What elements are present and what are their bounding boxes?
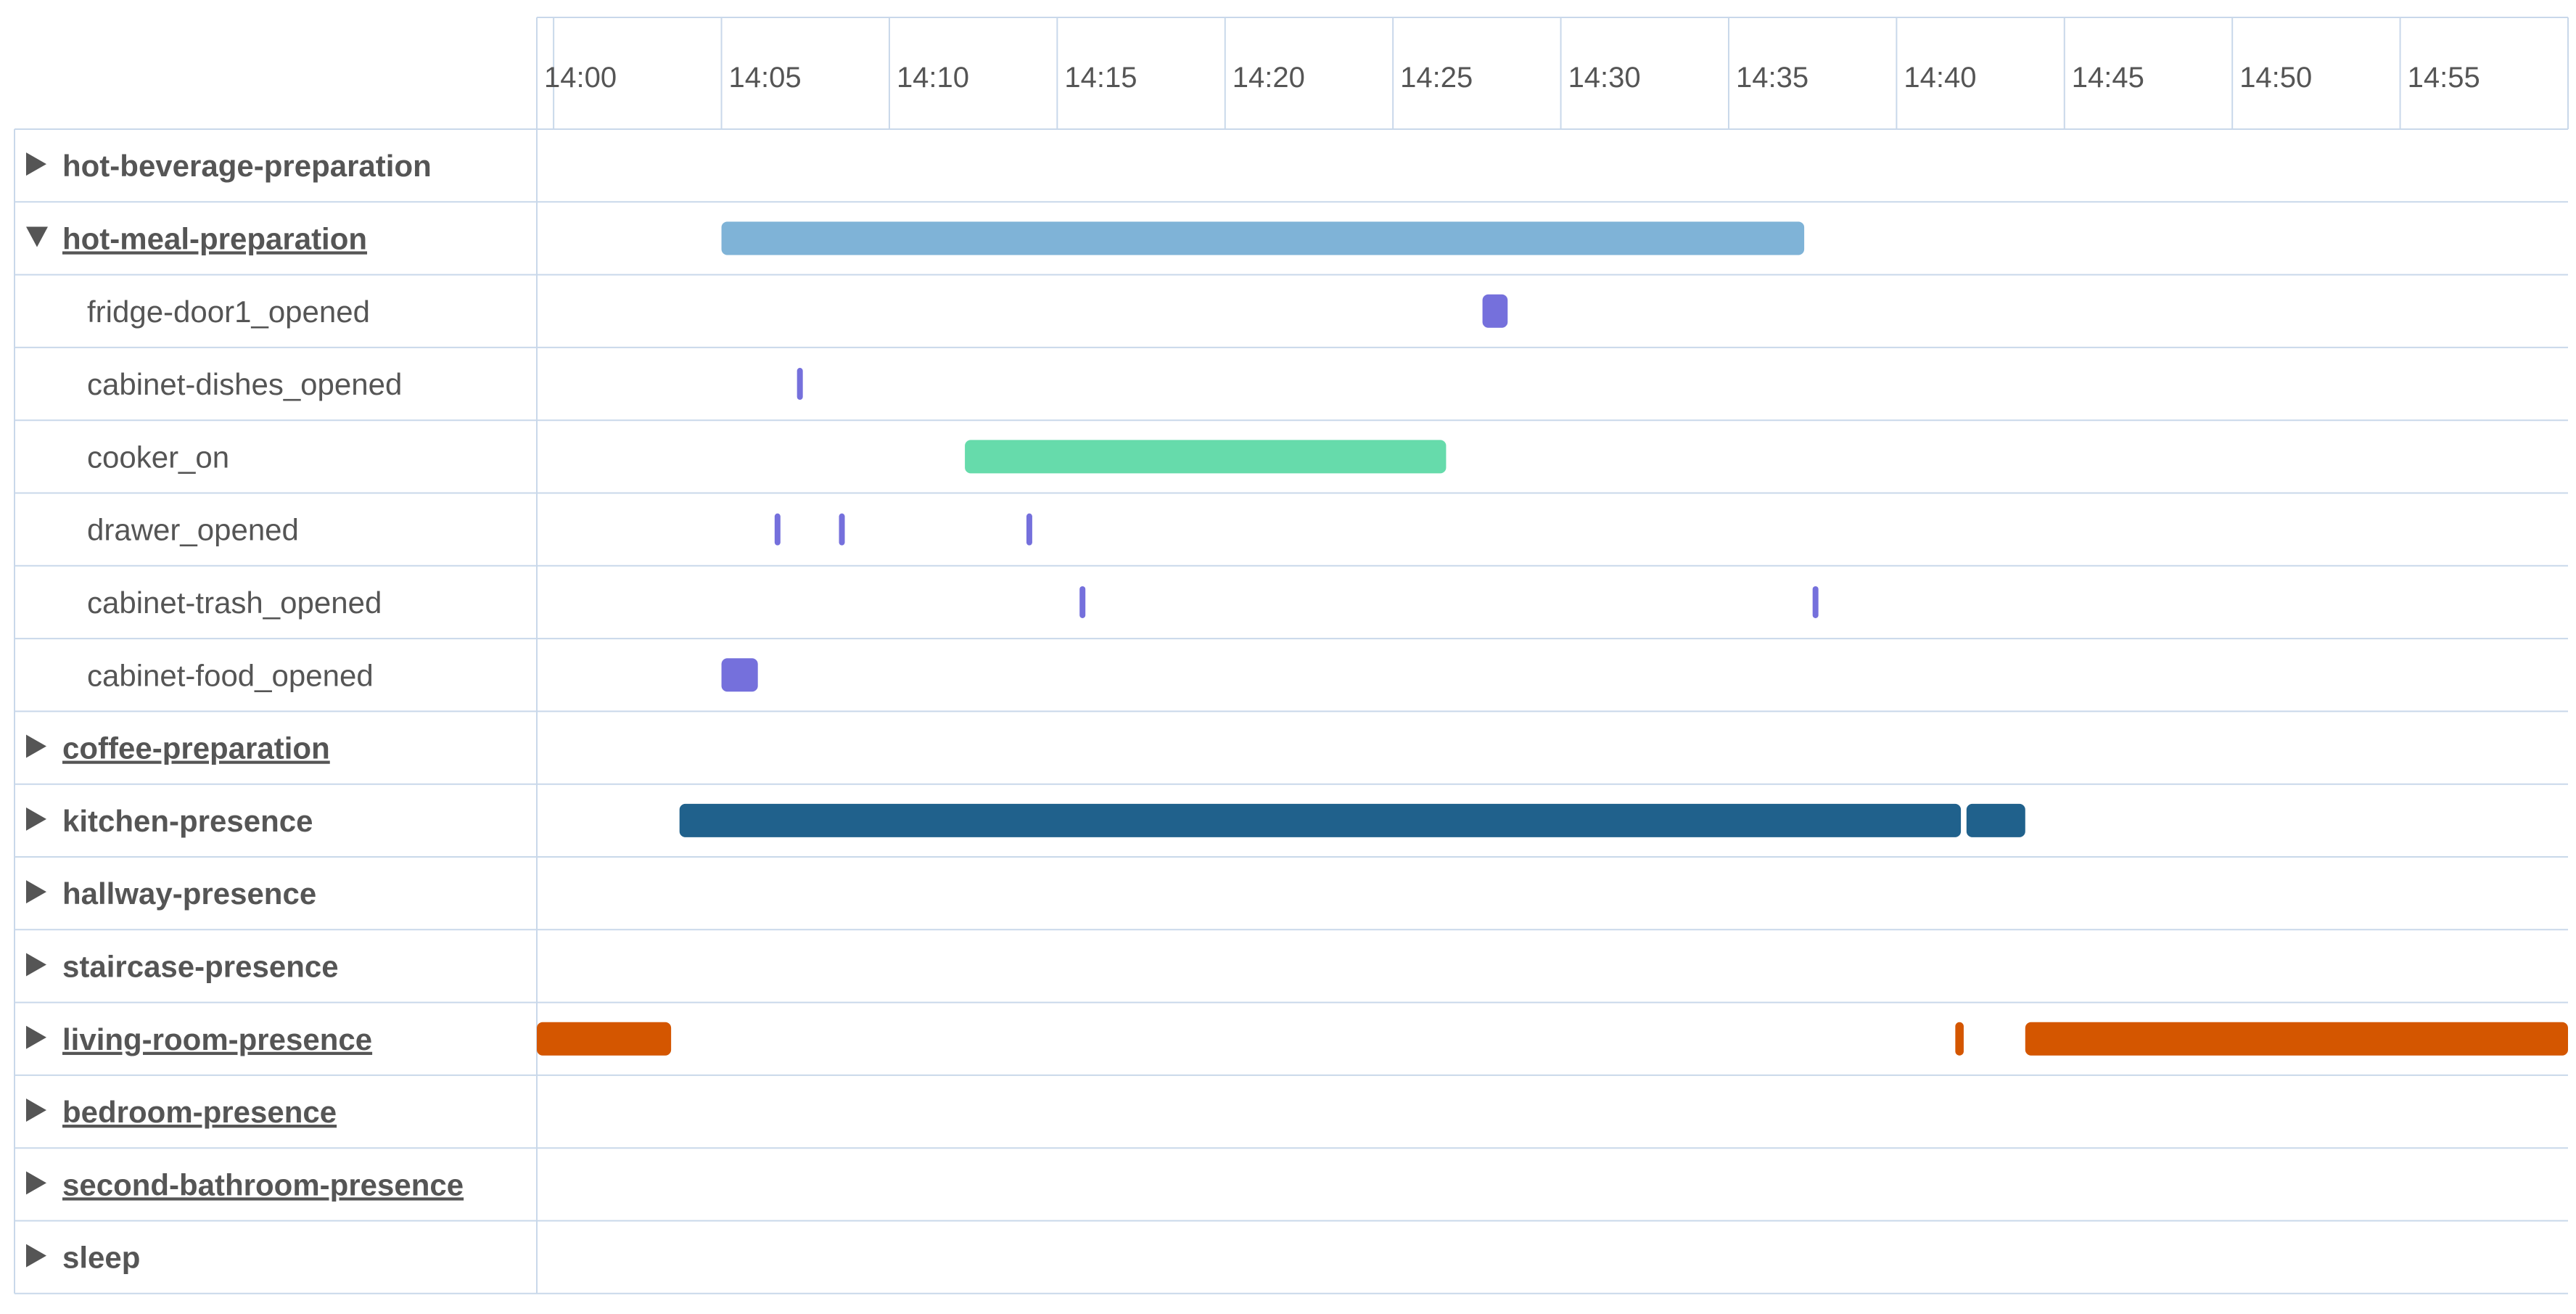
x-tick-label: 14:00 [544, 62, 617, 94]
triangle-right-icon[interactable] [26, 1025, 46, 1049]
row-toggle-coffee-preparation[interactable]: coffee-preparation [26, 731, 330, 765]
triangle-right-icon[interactable] [26, 1099, 46, 1122]
x-tick-label: 14:40 [1904, 62, 1976, 94]
timeline-bar-fridge-door1_opened[interactable] [1482, 294, 1508, 328]
timeline-bar-cooker_on[interactable] [965, 440, 1447, 474]
labels-layer: 14:00 14:05 14:10 14:15 14:20 14:25 14:30 14:35… [26, 62, 2480, 1275]
group-row-label[interactable]: sleep [62, 1241, 140, 1275]
timeline-bar-drawer_opened[interactable] [839, 513, 845, 546]
timeline-bar-kitchen-presence[interactable] [679, 803, 1962, 837]
x-tick-label: 14:35 [1736, 62, 1808, 94]
sub-row-label: cabinet-dishes_opened [87, 367, 402, 401]
timeline-bar-living-room-presence[interactable] [2025, 1022, 2568, 1056]
group-row-label[interactable]: second-bathroom-presence [62, 1167, 464, 1202]
timeline-bar-drawer_opened[interactable] [1026, 513, 1032, 546]
timeline-bar-cabinet-dishes_opened[interactable] [797, 368, 803, 401]
x-tick-label: 14:10 [897, 62, 969, 94]
group-row-label[interactable]: hot-meal-preparation [62, 221, 367, 255]
sub-row-label: cabinet-food_opened [87, 658, 374, 692]
timeline-bar-cabinet-food_opened[interactable] [721, 658, 758, 692]
group-row-label[interactable]: kitchen-presence [62, 804, 313, 838]
row-toggle-staircase-presence[interactable]: staircase-presence [26, 949, 339, 983]
x-tick-label: 14:55 [2408, 62, 2480, 94]
timeline-bar-living-room-presence[interactable] [1955, 1022, 1964, 1056]
x-tick-label: 14:20 [1233, 62, 1305, 94]
group-row-label[interactable]: hot-beverage-preparation [62, 149, 432, 183]
x-tick-label: 14:05 [729, 62, 802, 94]
sub-row-label: fridge-door1_opened [87, 295, 370, 329]
row-toggle-hot-beverage-preparation[interactable]: hot-beverage-preparation [26, 149, 432, 183]
row-toggle-living-room-presence[interactable]: living-room-presence [26, 1022, 372, 1056]
timeline-bar-living-room-presence[interactable] [537, 1022, 672, 1056]
triangle-right-icon[interactable] [26, 1244, 46, 1268]
sub-row-label: cooker_on [87, 440, 229, 474]
sub-row-label: drawer_opened [87, 513, 299, 547]
triangle-down-icon[interactable] [26, 226, 48, 247]
group-row-label[interactable]: staircase-presence [62, 949, 339, 983]
timeline-bar-hot-meal-preparation[interactable] [721, 221, 1805, 255]
x-tick-label: 14:15 [1064, 62, 1137, 94]
row-toggle-hot-meal-preparation[interactable]: hot-meal-preparation [26, 221, 367, 255]
triangle-right-icon[interactable] [26, 734, 46, 758]
row-toggle-hallway-presence[interactable]: hallway-presence [26, 876, 316, 911]
row-toggle-second-bathroom-presence[interactable]: second-bathroom-presence [26, 1167, 464, 1202]
group-row-label[interactable]: living-room-presence [62, 1022, 372, 1056]
x-tick-label: 14:25 [1400, 62, 1473, 94]
x-tick-label: 14:50 [2239, 62, 2312, 94]
group-row-label[interactable]: coffee-preparation [62, 731, 330, 765]
triangle-right-icon[interactable] [26, 953, 46, 977]
triangle-right-icon[interactable] [26, 152, 46, 176]
row-toggle-sleep[interactable]: sleep [26, 1241, 140, 1275]
timeline-bar-kitchen-presence[interactable] [1966, 803, 2025, 837]
timeline-bar-cabinet-trash_opened[interactable] [1812, 586, 1819, 618]
row-toggle-kitchen-presence[interactable]: kitchen-presence [26, 804, 313, 838]
timeline-bar-drawer_opened[interactable] [774, 513, 781, 546]
row-toggle-bedroom-presence[interactable]: bedroom-presence [26, 1095, 337, 1129]
triangle-right-icon[interactable] [26, 880, 46, 904]
triangle-right-icon[interactable] [26, 807, 46, 831]
grid-layer [14, 17, 2569, 1294]
timeline-bar-cabinet-trash_opened[interactable] [1079, 586, 1086, 618]
sub-row-label: cabinet-trash_opened [87, 586, 382, 620]
x-tick-label: 14:30 [1568, 62, 1641, 94]
group-row-label[interactable]: hallway-presence [62, 876, 316, 911]
bars-layer [537, 221, 2568, 1056]
triangle-right-icon[interactable] [26, 1171, 46, 1195]
group-row-label[interactable]: bedroom-presence [62, 1095, 337, 1129]
x-tick-label: 14:45 [2072, 62, 2144, 94]
